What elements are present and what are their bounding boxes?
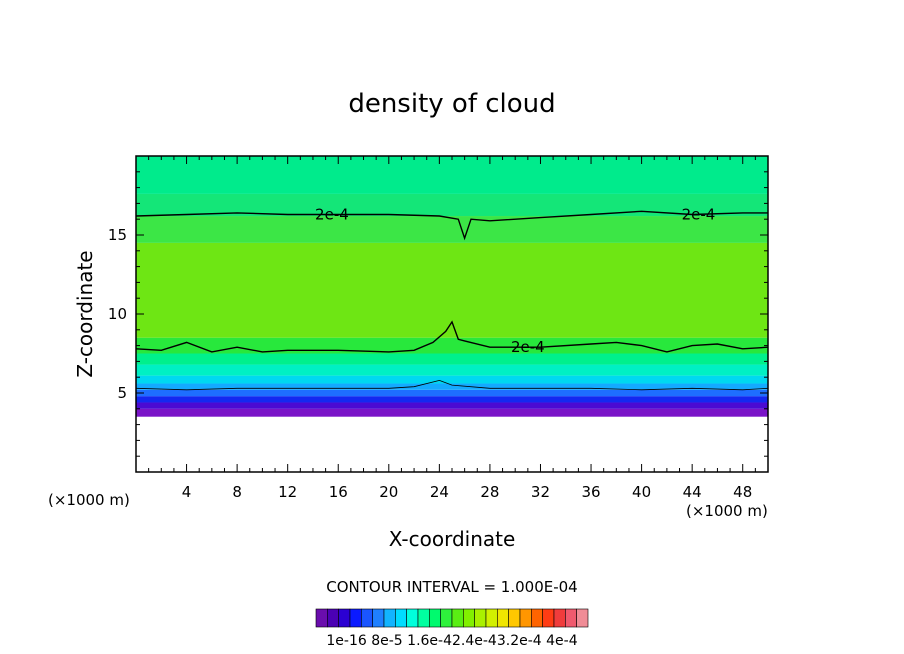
x-tick-label-8: 8 (232, 483, 242, 501)
plot-area: 2e-4 2e-4 2e-4 (136, 156, 768, 472)
field-band-2 (136, 396, 768, 403)
field-band-0 (136, 408, 768, 417)
field-band-12 (136, 156, 768, 194)
colorbar-swatch-7 (395, 608, 407, 628)
chart-title: density of cloud (348, 89, 555, 119)
colorbar-swatch-13 (463, 608, 475, 628)
colorbar-swatch-11 (440, 608, 453, 628)
contour-interval-label: CONTOUR INTERVAL = 1.000E-04 (326, 578, 577, 596)
contour-label-1-0: 2e-4 (511, 338, 545, 356)
y-tick-label-5: 5 (117, 384, 127, 402)
colorbar-swatch-3 (349, 608, 362, 628)
field-band-3 (136, 389, 768, 397)
colorbar-swatch-19 (531, 608, 543, 628)
field-band-6 (136, 364, 768, 376)
colorbar (315, 608, 589, 628)
colorbar-swatch-0 (315, 608, 328, 628)
y-axis-label: Z-coordinate (73, 250, 97, 377)
field-band-7 (136, 353, 768, 365)
x-tick-label-40: 40 (632, 483, 651, 501)
y-tick-label-15: 15 (108, 226, 127, 244)
contour-line-1 (136, 320, 768, 353)
colorbar-swatch-16 (497, 608, 509, 628)
contour-label-0-1: 2e-4 (682, 205, 716, 223)
x-tick-label-48: 48 (733, 483, 752, 501)
colorbar-swatch-6 (383, 608, 396, 628)
x-tick-label-12: 12 (278, 483, 297, 501)
x-tick-label-44: 44 (683, 483, 702, 501)
colorbar-swatch-5 (372, 608, 385, 628)
field-band-1 (136, 402, 768, 409)
x-axis-label: X-coordinate (389, 527, 516, 551)
field-bands (136, 156, 768, 417)
colorbar-swatch-1 (327, 608, 339, 628)
x-tick-label-28: 28 (480, 483, 499, 501)
x-tick-label-4: 4 (182, 483, 192, 501)
x-unit-label-right: (×1000 m) (686, 502, 768, 520)
colorbar-swatch-12 (451, 608, 464, 628)
colorbar-swatch-20 (542, 608, 555, 628)
colorbar-labels: 1e-16 8e-5 1.6e-42.4e-43.2e-4 4e-4 (326, 633, 577, 649)
contour-line-2 (136, 379, 768, 391)
colorbar-swatch-10 (429, 608, 441, 628)
colorbar-swatch-14 (474, 608, 487, 628)
y-tick-label-10: 10 (108, 305, 127, 323)
x-tick-label-24: 24 (430, 483, 449, 501)
field-band-5 (136, 375, 768, 384)
colorbar-swatch-21 (553, 608, 566, 628)
colorbar-swatch-15 (485, 608, 498, 628)
field-band-10 (136, 216, 768, 243)
y-axis-ticks: 5 10 15 (108, 171, 768, 457)
contour-line-0 (136, 210, 768, 241)
colorbar-swatch-23 (576, 608, 589, 628)
contour-label-0-0: 2e-4 (315, 205, 349, 223)
colorbar-swatch-2 (338, 608, 351, 628)
field-band-11 (136, 193, 768, 217)
colorbar-swatch-9 (417, 608, 430, 628)
x-unit-label-left: (×1000 m) (48, 491, 130, 509)
x-tick-label-36: 36 (581, 483, 600, 501)
x-axis-ticks: 4 8 12 16 20 24 28 32 36 40 44 48 (148, 156, 756, 501)
field-band-4 (136, 383, 768, 390)
contour-lines: 2e-4 2e-4 2e-4 (136, 205, 768, 391)
x-tick-label-16: 16 (329, 483, 348, 501)
colorbar-swatch-22 (565, 608, 577, 628)
colorbar-swatch-18 (519, 608, 532, 628)
x-tick-label-20: 20 (379, 483, 398, 501)
field-band-8 (136, 337, 768, 354)
x-tick-label-32: 32 (531, 483, 550, 501)
colorbar-swatch-4 (361, 608, 373, 628)
colorbar-swatch-8 (406, 608, 419, 628)
colorbar-swatch-17 (508, 608, 521, 628)
